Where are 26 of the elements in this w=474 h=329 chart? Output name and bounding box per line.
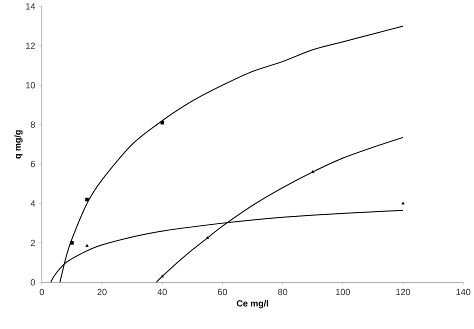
point (85, 244, 89, 247)
y-tick-label: 14 (26, 3, 36, 10)
y-axis-title: q mg/g (14, 130, 23, 159)
x-tick-label: 20 (98, 288, 107, 296)
y-tick-label: 0 (30, 279, 36, 286)
point (160, 120, 164, 124)
point (401, 202, 405, 204)
x-axis-title: Ce mg/l (236, 300, 268, 308)
y-tick-label: 10 (26, 82, 36, 88)
point (85, 198, 89, 202)
x-tick-label: 80 (278, 288, 288, 296)
x-tick-label: 0 (40, 288, 44, 296)
y-tick-label: 4 (30, 200, 36, 206)
y-tick-label: 8 (30, 121, 35, 128)
x-tick-label: 100 (336, 288, 350, 296)
y-tick-label: 12 (26, 42, 35, 49)
y-tick-label: 2 (30, 240, 35, 246)
point (160, 274, 164, 278)
point (70, 241, 74, 245)
x-tick-label: 40 (157, 288, 167, 296)
point (206, 236, 209, 239)
y-tick-label: 6 (30, 160, 35, 168)
x-tick-label: 140 (456, 288, 470, 296)
x-tick-label: 120 (396, 288, 410, 296)
point (311, 170, 314, 173)
x-tick-label: 60 (218, 288, 228, 296)
